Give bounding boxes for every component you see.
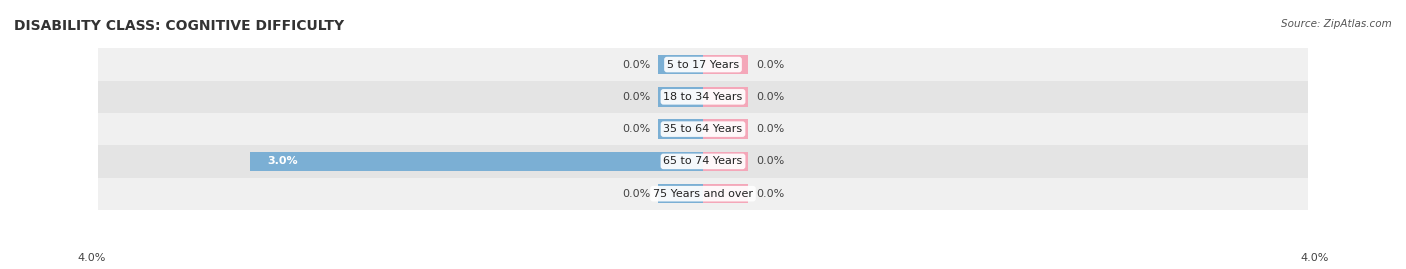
Bar bbox=[98, 178, 1308, 210]
Text: 0.0%: 0.0% bbox=[756, 92, 785, 102]
Text: 35 to 64 Years: 35 to 64 Years bbox=[664, 124, 742, 134]
Bar bbox=[703, 87, 748, 107]
Bar bbox=[658, 55, 703, 74]
Text: 0.0%: 0.0% bbox=[621, 124, 650, 134]
Bar bbox=[658, 119, 703, 139]
Text: 0.0%: 0.0% bbox=[756, 59, 785, 70]
Bar bbox=[658, 87, 703, 107]
Bar bbox=[98, 145, 1308, 178]
Text: 0.0%: 0.0% bbox=[621, 92, 650, 102]
Text: 3.0%: 3.0% bbox=[267, 156, 298, 167]
Text: 5 to 17 Years: 5 to 17 Years bbox=[666, 59, 740, 70]
Text: DISABILITY CLASS: COGNITIVE DIFFICULTY: DISABILITY CLASS: COGNITIVE DIFFICULTY bbox=[14, 19, 344, 33]
Text: 75 Years and over: 75 Years and over bbox=[652, 189, 754, 199]
Text: 0.0%: 0.0% bbox=[756, 156, 785, 167]
Bar bbox=[98, 81, 1308, 113]
Bar bbox=[703, 152, 748, 171]
Bar bbox=[703, 184, 748, 203]
Text: 0.0%: 0.0% bbox=[621, 59, 650, 70]
Text: Source: ZipAtlas.com: Source: ZipAtlas.com bbox=[1281, 19, 1392, 29]
Text: 0.0%: 0.0% bbox=[621, 189, 650, 199]
Bar bbox=[249, 152, 703, 171]
Text: 18 to 34 Years: 18 to 34 Years bbox=[664, 92, 742, 102]
Legend: Male, Female: Male, Female bbox=[641, 268, 765, 269]
Bar bbox=[658, 184, 703, 203]
Bar bbox=[98, 48, 1308, 81]
Text: 0.0%: 0.0% bbox=[756, 189, 785, 199]
Bar bbox=[98, 113, 1308, 145]
Text: 0.0%: 0.0% bbox=[756, 124, 785, 134]
Text: 4.0%: 4.0% bbox=[1301, 253, 1329, 263]
Text: 65 to 74 Years: 65 to 74 Years bbox=[664, 156, 742, 167]
Bar bbox=[703, 119, 748, 139]
Bar bbox=[703, 55, 748, 74]
Text: 4.0%: 4.0% bbox=[77, 253, 105, 263]
